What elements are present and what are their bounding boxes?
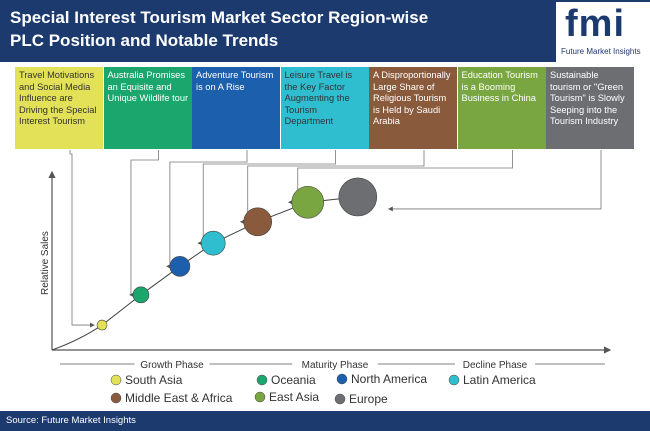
phase-label-bg	[134, 357, 210, 370]
connector-line	[69, 150, 95, 328]
legend-label: Middle East & Africa	[125, 391, 233, 405]
legend-label: Oceania	[271, 373, 316, 387]
trend-box: Sustainable tourism or "Green Tourism" i…	[546, 67, 634, 149]
point-oceania	[132, 286, 150, 304]
logo-subtitle: Future Market Insights	[561, 47, 641, 56]
point-north-america	[169, 256, 191, 277]
phase-label: Growth Phase	[140, 360, 204, 371]
trend-box: Australia Promises an Equisite and Uniqu…	[103, 67, 192, 149]
point-south-asia	[96, 319, 108, 331]
connector-line	[166, 150, 248, 269]
point-latin-america	[200, 230, 226, 256]
legend-label: South Asia	[125, 373, 183, 387]
header-bar: Special Interest Tourism Market Sector R…	[0, 0, 650, 62]
logo-text: fmi	[565, 3, 625, 45]
legend-marker	[448, 374, 460, 386]
connector-line	[287, 150, 513, 205]
legend-label: Europe	[349, 392, 388, 406]
plc-curve	[51, 196, 358, 351]
y-axis-label: Relative Sales	[40, 231, 51, 295]
connector-line	[388, 150, 602, 212]
legend-marker	[110, 374, 122, 386]
legend-label: East Asia	[269, 390, 319, 404]
trend-boxes: Travel Motivations and Social Media Infl…	[15, 67, 635, 149]
footer-bar: Source: Future Market Insights	[0, 411, 650, 431]
trend-box: Adventure Tourism is on A Rise	[192, 67, 280, 149]
point-east-asia	[291, 185, 325, 219]
plc-chart: Relative Sales Growth Phase Maturity Phase…	[40, 150, 612, 406]
trend-box: A Disproportionally Large Share of Relig…	[369, 67, 457, 149]
page-title: Special Interest Tourism Market Sector R…	[10, 8, 429, 50]
legend-marker	[334, 393, 346, 405]
trend-box: Education Tourism is a Booming Business …	[457, 67, 546, 149]
phase-label: Decline Phase	[463, 360, 528, 371]
connector-line	[129, 150, 159, 298]
legend-label: North America	[351, 372, 427, 386]
logo	[556, 2, 650, 62]
legend-marker	[256, 374, 268, 386]
trend-box: Travel Motivations and Social Media Infl…	[15, 67, 103, 149]
phase-label-bg	[292, 357, 378, 370]
phase-label-bg	[454, 357, 536, 370]
legend-label: Latin America	[463, 373, 536, 387]
connector-line	[239, 150, 425, 225]
point-middle-east-africa	[243, 207, 273, 237]
trend-box: Leisure Travel is the Key Factor Augment…	[280, 67, 369, 149]
legend-marker	[336, 373, 348, 385]
phase-label: Maturity Phase	[302, 360, 369, 371]
source-text: Source: Future Market Insights	[6, 415, 136, 426]
point-europe	[338, 177, 378, 217]
legend-marker	[254, 391, 266, 403]
legend-marker	[110, 392, 122, 404]
